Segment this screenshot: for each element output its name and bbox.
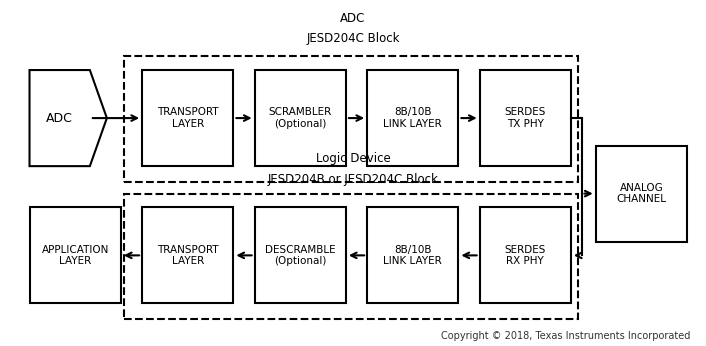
Bar — [479, 207, 571, 303]
Bar — [30, 207, 121, 303]
Bar — [142, 70, 234, 166]
Text: SERDES
RX PHY: SERDES RX PHY — [505, 245, 546, 266]
Text: ANALOG
CHANNEL: ANALOG CHANNEL — [616, 183, 666, 204]
Bar — [367, 207, 458, 303]
Text: TRANSPORT
LAYER: TRANSPORT LAYER — [157, 107, 219, 129]
Text: JESD204C Block: JESD204C Block — [306, 32, 400, 45]
Bar — [367, 70, 458, 166]
Bar — [124, 194, 578, 319]
Text: ADC: ADC — [47, 111, 73, 125]
Text: Copyright © 2018, Texas Instruments Incorporated: Copyright © 2018, Texas Instruments Inco… — [441, 331, 690, 341]
Text: JESD204B or JESD204C Block: JESD204B or JESD204C Block — [268, 173, 438, 186]
Bar — [479, 70, 571, 166]
Bar — [596, 146, 687, 242]
Text: Logic Device: Logic Device — [316, 152, 390, 165]
Text: SERDES
TX PHY: SERDES TX PHY — [505, 107, 546, 129]
Bar — [124, 56, 578, 182]
Polygon shape — [30, 70, 107, 166]
Text: ADC: ADC — [340, 12, 366, 25]
Text: TRANSPORT
LAYER: TRANSPORT LAYER — [157, 245, 219, 266]
Bar — [142, 207, 234, 303]
Text: 8B/10B
LINK LAYER: 8B/10B LINK LAYER — [383, 107, 442, 129]
Bar — [255, 70, 346, 166]
Text: 8B/10B
LINK LAYER: 8B/10B LINK LAYER — [383, 245, 442, 266]
Text: DESCRAMBLE
(Optional): DESCRAMBLE (Optional) — [265, 245, 335, 266]
Bar — [255, 207, 346, 303]
Text: APPLICATION
LAYER: APPLICATION LAYER — [42, 245, 109, 266]
Text: SCRAMBLER
(Optional): SCRAMBLER (Optional) — [269, 107, 332, 129]
